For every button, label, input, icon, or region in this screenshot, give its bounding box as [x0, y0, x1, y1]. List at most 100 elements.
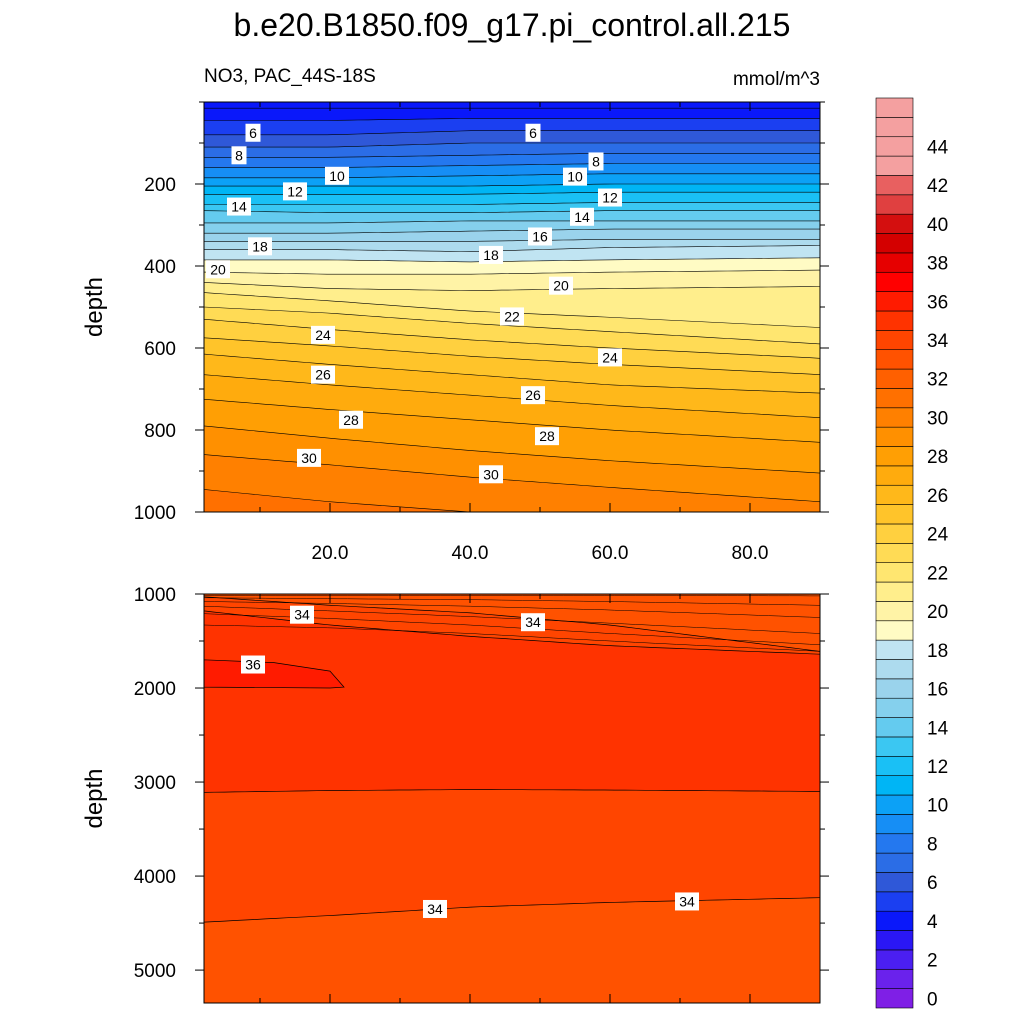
y-tick-label: 5000 [134, 961, 176, 982]
contour-line-6 [204, 130, 820, 136]
chart-title: b.e20.B1850.f09_g17.pi_control.all.215 [234, 7, 791, 43]
contour-label: 30 [301, 450, 317, 466]
region-subtitle: NO3, PAC_44S-18S [204, 66, 376, 87]
contour-label: 30 [483, 466, 499, 482]
colorbar-tick-label: 26 [927, 486, 948, 507]
y-tick-label: 600 [144, 339, 176, 360]
contour-label-box [549, 276, 573, 295]
contour-label: 28 [539, 428, 555, 444]
contour-label: 10 [329, 168, 345, 184]
colorbar-tick-label: 14 [927, 718, 949, 739]
contour-band-31 [204, 489, 470, 512]
colorbar-swatch [875, 213, 914, 234]
contour-line-29 [204, 425, 820, 474]
contour-label-box [598, 188, 622, 207]
colorbar-swatch [875, 465, 914, 486]
colorbar-tick-label: 0 [927, 989, 938, 1010]
contour-label: 8 [235, 147, 243, 163]
colorbar-swatch [875, 930, 914, 951]
contour-line-7 [204, 142, 820, 148]
y-tick-label: 3000 [134, 773, 176, 794]
y-axis-label: depth [81, 768, 108, 828]
colorbar-swatch [875, 814, 914, 835]
contour-label-box [290, 605, 314, 624]
contour-label: 18 [483, 247, 499, 263]
contour-line-23 [204, 306, 820, 345]
contour-label: 14 [231, 199, 247, 215]
colorbar-tick-label: 36 [927, 292, 948, 313]
colorbar-swatch [875, 233, 914, 254]
colorbar-tick-label: 16 [927, 680, 948, 701]
contour-label: 6 [529, 125, 537, 141]
colorbar-swatch [875, 833, 914, 854]
colorbar-swatch [875, 271, 914, 292]
colorbar-tick-label: 6 [927, 873, 938, 894]
contour-line-31 [204, 489, 475, 512]
contour-label-box [528, 227, 552, 246]
colorbar-swatch [875, 97, 914, 118]
y-tick-label: 800 [144, 421, 176, 442]
colorbar-swatch [875, 446, 914, 467]
y-axis-label: depth [81, 277, 108, 337]
colorbar-swatch [875, 136, 914, 157]
contour-line-27 [204, 374, 820, 418]
contour-line-28 [204, 399, 820, 443]
contour-label-box [521, 386, 545, 405]
colorbar-swatch [875, 407, 914, 428]
colorbar-tick-label: 10 [927, 796, 948, 817]
contour-label-box [521, 613, 545, 632]
contour-label-box [588, 152, 604, 171]
contour-label-box [311, 365, 335, 384]
colorbar-swatch [875, 910, 914, 931]
contour-label-box [297, 448, 321, 467]
colorbar-swatch [875, 736, 914, 757]
contour-label-box [325, 166, 349, 185]
contour-label: 34 [427, 901, 443, 917]
colorbar-tick-label: 8 [927, 834, 938, 855]
y-tick-label: 1000 [134, 503, 176, 524]
contour-band-region-4 [204, 897, 820, 1003]
y-tick-label: 1000 [134, 585, 176, 606]
colorbar-swatch [875, 330, 914, 351]
colorbar-swatch [875, 775, 914, 796]
contour-line-21 [204, 282, 820, 291]
colorbar-swatch [875, 543, 914, 563]
contour-label-box [479, 465, 503, 484]
colorbar-tick-label: 30 [927, 408, 948, 429]
contour-label-box [231, 146, 247, 165]
colorbar-swatch [875, 349, 914, 370]
colorbar-swatch [875, 601, 914, 622]
colorbar-swatch [875, 426, 914, 447]
colorbar-tick-label: 40 [927, 215, 948, 236]
colorbar-tick-label: 28 [927, 447, 948, 468]
contour-label-box [535, 427, 559, 446]
contour-line-16 [204, 228, 820, 234]
contour-label: 24 [602, 349, 618, 365]
contour-line-8 [204, 153, 820, 158]
contour-label: 28 [343, 412, 359, 428]
y-tick-label: 4000 [134, 867, 176, 888]
contour-label: 34 [294, 607, 310, 623]
contour-label: 6 [249, 125, 257, 141]
colorbar-swatch [875, 755, 914, 776]
units-label: mmol/m^3 [733, 69, 820, 90]
lower-plot-frame [203, 593, 821, 1004]
contour-label-box [423, 899, 447, 918]
contour-line-thin-1 [204, 597, 820, 606]
colorbar: 0246810121416182022242628303234363840424… [875, 97, 949, 1010]
x-tick-label: 80.0 [732, 543, 769, 564]
colorbar-swatch [875, 388, 914, 409]
colorbar-swatch [875, 155, 914, 176]
colorbar-swatch [875, 117, 914, 138]
colorbar-swatch [875, 620, 914, 641]
y-tick-label: 200 [144, 175, 176, 196]
colorbar-swatch [875, 794, 914, 815]
contour-line-region-1 [204, 596, 820, 652]
contour-line-5 [204, 118, 820, 121]
contour-line-19 [204, 257, 820, 263]
colorbar-swatch [875, 988, 914, 1009]
colorbar-swatch [875, 175, 914, 196]
contour-line-10 [204, 173, 820, 179]
